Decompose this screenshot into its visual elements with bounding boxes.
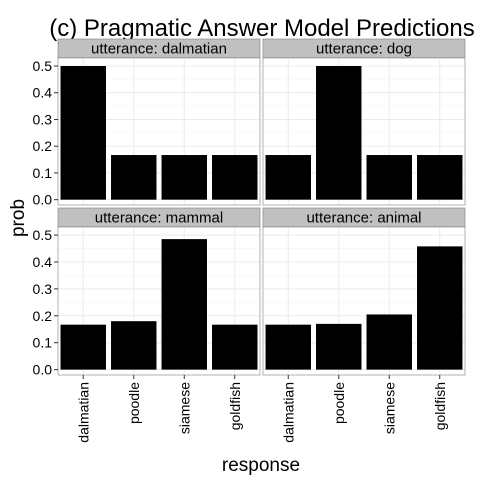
- facet-panel-utterance-dog: utterance: dog: [262, 38, 466, 206]
- chart-title: (c) Pragmatic Answer Model Predictions: [49, 15, 474, 42]
- facet-panels: utterance: dalmatian utterance: dog uttera…: [57, 38, 466, 376]
- bar-utterance-dog-dalmatian: [265, 155, 311, 200]
- facet-panel-utterance-dalmatian: utterance: dalmatian: [57, 38, 261, 206]
- bar-utterance-mammal-poodle: [111, 321, 157, 370]
- y-tick-label: 0.0: [33, 192, 53, 208]
- bar-utterance-animal-goldfish: [417, 246, 463, 370]
- x-tick-label-goldfish: goldfish: [432, 382, 448, 430]
- x-tick-label-poodle: poodle: [126, 382, 142, 424]
- y-tick-label: 0.5: [33, 227, 53, 243]
- x-axis: dalmatian poodle siamese goldfish dalmatian p…: [75, 375, 448, 443]
- bar-utterance-animal-siamese: [366, 314, 412, 370]
- x-tick-label-dalmatian: dalmatian: [280, 382, 296, 443]
- bar-utterance-mammal-siamese: [161, 239, 207, 370]
- bar-utterance-animal-poodle: [316, 323, 362, 370]
- facet-panel-utterance-mammal: utterance: mammal: [57, 207, 261, 376]
- bar-utterance-animal-dalmatian: [265, 324, 311, 370]
- y-tick-label: 0.3: [33, 281, 53, 297]
- y-tick-label: 0.1: [33, 335, 53, 351]
- bar-utterance-dalmatian-siamese: [161, 155, 207, 200]
- facet-panel-utterance-animal: utterance: animal: [262, 207, 466, 376]
- y-tick-label: 0.5: [33, 58, 53, 74]
- y-axis-utterance-mammal: 0.0 0.1 0.2 0.3 0.4 0.5: [33, 227, 58, 378]
- panel-border: [57, 57, 261, 206]
- x-axis-utterance-animal: dalmatian poodle siamese goldfish: [280, 375, 448, 443]
- bar-utterance-dalmatian-dalmatian: [60, 66, 106, 200]
- strip-label: utterance: dalmatian: [91, 41, 227, 58]
- y-tick-label: 0.2: [33, 308, 53, 324]
- y-axis-title: prob: [8, 199, 29, 237]
- x-tick-label-poodle: poodle: [331, 382, 347, 424]
- x-axis-title: response: [222, 455, 300, 476]
- strip-label: utterance: dog: [316, 41, 412, 58]
- x-tick-label-goldfish: goldfish: [227, 382, 243, 430]
- strip-label: utterance: mammal: [95, 210, 223, 227]
- y-tick-label: 0.1: [33, 165, 53, 181]
- bar-utterance-dalmatian-goldfish: [212, 155, 258, 200]
- bar-utterance-dog-siamese: [366, 155, 412, 200]
- panel-border: [262, 226, 466, 376]
- bar-utterance-mammal-goldfish: [212, 324, 258, 370]
- x-tick-label-siamese: siamese: [176, 382, 192, 434]
- bar-utterance-dog-poodle: [316, 66, 362, 200]
- panel-border: [57, 226, 261, 376]
- y-tick-label: 0.4: [33, 85, 53, 101]
- bar-utterance-mammal-dalmatian: [60, 324, 106, 370]
- y-tick-label: 0.3: [33, 111, 53, 127]
- x-axis-utterance-mammal: dalmatian poodle siamese goldfish: [75, 375, 243, 443]
- strip-label: utterance: animal: [306, 210, 421, 227]
- x-tick-label-dalmatian: dalmatian: [75, 382, 91, 443]
- bar-utterance-dalmatian-poodle: [111, 155, 157, 200]
- y-tick-label: 0.4: [33, 254, 53, 270]
- y-tick-label: 0.2: [33, 138, 53, 154]
- bar-utterance-dog-goldfish: [417, 155, 463, 200]
- y-axis-utterance-dalmatian: 0.0 0.1 0.2 0.3 0.4 0.5: [33, 58, 58, 208]
- x-tick-label-siamese: siamese: [381, 382, 397, 434]
- y-tick-label: 0.0: [33, 362, 53, 378]
- y-axes: 0.0 0.1 0.2 0.3 0.4 0.5 0.0 0.1 0.2 0.3 0.4 0.5: [33, 58, 58, 378]
- panel-border: [262, 57, 466, 206]
